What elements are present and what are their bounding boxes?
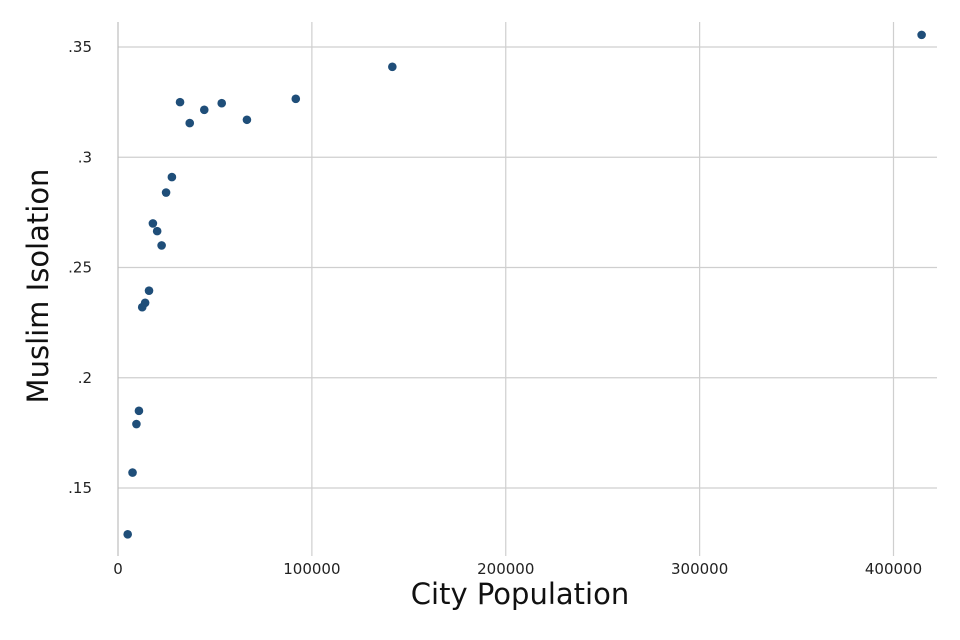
gridlines — [118, 22, 937, 556]
data-point — [199, 105, 209, 115]
data-point — [157, 241, 166, 250]
x-tick-labels: 0 100000 200000 300000 400000 — [113, 560, 922, 578]
x-tick-label: 300000 — [671, 560, 728, 578]
x-tick-label: 0 — [113, 560, 123, 578]
data-point — [128, 468, 137, 477]
x-tick-label: 400000 — [865, 560, 922, 578]
y-tick-label: .2 — [78, 369, 92, 387]
data-point — [175, 97, 185, 107]
x-tick-label: 100000 — [283, 560, 340, 578]
data-point — [242, 115, 252, 125]
data-point — [134, 406, 144, 416]
y-tick-label: .15 — [68, 479, 92, 497]
data-points — [123, 30, 926, 539]
y-tick-label: .35 — [68, 38, 92, 56]
data-point — [144, 286, 154, 295]
data-point — [185, 118, 195, 128]
data-point — [917, 30, 926, 40]
y-axis-title: Muslim Isolation — [21, 169, 55, 404]
y-tick-labels: .15 .2 .25 .3 .35 — [68, 38, 92, 497]
data-point — [388, 62, 397, 72]
x-axis-title: City Population — [411, 577, 629, 611]
data-point — [217, 98, 227, 108]
data-point — [132, 419, 141, 429]
data-point — [152, 226, 162, 236]
data-point — [123, 530, 132, 539]
x-tick-label: 200000 — [477, 560, 534, 578]
data-point — [148, 219, 158, 228]
data-point — [167, 172, 177, 182]
y-tick-label: .3 — [78, 148, 92, 166]
data-point — [161, 188, 171, 197]
data-point — [291, 94, 301, 104]
y-tick-label: .25 — [68, 259, 92, 277]
data-point — [140, 298, 150, 308]
